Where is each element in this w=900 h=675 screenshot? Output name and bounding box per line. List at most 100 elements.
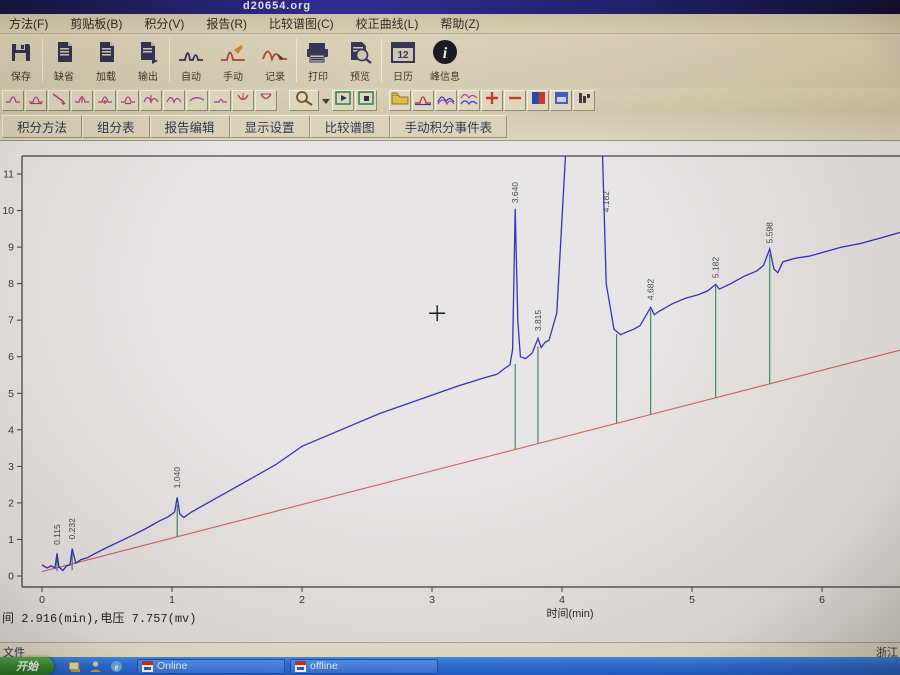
start-button[interactable]: 开始 [0, 657, 54, 675]
dropdown-arrow-icon [321, 92, 330, 110]
status-file-label: 文件 [3, 647, 25, 659]
app-window-icon [142, 660, 153, 672]
peak-minus-icon [120, 91, 136, 110]
record-peak-icon [262, 39, 288, 65]
toolbar-separator [42, 38, 43, 82]
x-axis-title: 时间(min) [546, 607, 593, 620]
task-offline-button[interactable]: offline [290, 658, 438, 674]
zoom-out-button[interactable] [504, 90, 526, 111]
y-tick-label: 8 [8, 278, 14, 290]
record-icon [358, 91, 374, 110]
zoom-dropdown-button[interactable] [320, 90, 331, 111]
menu-compare-chromatogram[interactable]: 比较谱图(C) [269, 17, 334, 31]
zoom-in-button[interactable] [481, 90, 503, 111]
print-label: 打印 [308, 72, 328, 83]
chromatogram-panel: 0 1 2 3 4 5 6 7 8 9 10 11 0 1 2 3 4 5 6 时间(min) 0.115 0.232 1.… [0, 140, 900, 642]
color-map-button[interactable] [527, 90, 549, 111]
peak-tool-1-button[interactable] [2, 90, 24, 111]
menu-integration[interactable]: 积分(V) [144, 17, 185, 31]
default-label: 缺省 [54, 72, 74, 83]
peak-tool-10-button[interactable] [209, 90, 231, 111]
play-icon [335, 91, 351, 110]
stacked-peaks-icon [460, 90, 478, 111]
user-app-icon[interactable] [89, 660, 102, 673]
peak-tool-2-button[interactable] [25, 90, 47, 111]
overlay-peaks-button[interactable] [435, 90, 457, 111]
peak-info-button[interactable]: i 峰信息 [424, 36, 466, 86]
menu-report[interactable]: 报告(R) [206, 17, 247, 31]
y-tick-label: 7 [8, 315, 14, 327]
manual-integrate-label: 手动 [223, 72, 243, 83]
manual-integrate-button[interactable]: 手动 [212, 36, 254, 86]
menu-method[interactable]: 方法(F) [9, 17, 49, 31]
status-region-label: 浙江 [876, 647, 898, 659]
tab-compare-chromatogram[interactable]: 比较谱图 [309, 115, 390, 138]
x-tick-label: 4 [559, 594, 565, 606]
menu-bar: 方法(F) 剪贴板(B) 积分(V) 报告(R) 比较谱图(C) 校正曲线(L) 帮助(Z) [0, 14, 900, 34]
record-label: 记录 [265, 72, 285, 83]
export-button[interactable]: 输出 [127, 36, 169, 86]
peak-tool-3-button[interactable] [48, 90, 70, 111]
print-button[interactable]: 打印 [297, 36, 339, 86]
y-tick-label: 9 [8, 242, 14, 254]
bar-columns-button[interactable] [573, 90, 595, 111]
default-button[interactable]: 缺省 [43, 36, 85, 86]
tab-manual-integration-events[interactable]: 手动积分事件表 [389, 115, 508, 138]
printer-icon [305, 39, 331, 65]
auto-integrate-label: 自动 [181, 72, 201, 83]
peak-tool-9-button[interactable] [186, 90, 208, 111]
y-tick-label: 10 [2, 205, 14, 217]
tab-integration-method[interactable]: 积分方法 [2, 115, 83, 138]
play-view-button[interactable] [332, 90, 354, 111]
open-file-button[interactable] [389, 90, 411, 111]
load-button[interactable]: 加载 [85, 36, 127, 86]
preview-button[interactable]: 预览 [339, 36, 381, 86]
menu-help[interactable]: 帮助(Z) [440, 17, 480, 31]
quick-launch: e [68, 660, 123, 673]
peak-tool-11-button[interactable] [232, 90, 254, 111]
auto-integrate-button[interactable]: 自动 [170, 36, 212, 86]
stack-peaks-button[interactable] [458, 90, 480, 111]
window-titlebar: d20654.org [0, 0, 900, 14]
preview-icon [347, 39, 373, 65]
y-tick-label: 2 [8, 497, 14, 509]
y-tick-label: 6 [8, 351, 14, 363]
document-icon [93, 39, 119, 65]
color-chart-button[interactable] [550, 90, 572, 111]
task-online-button[interactable]: Online [137, 658, 285, 674]
info-icon: i [432, 39, 458, 65]
tab-report-edit[interactable]: 报告编辑 [149, 115, 230, 138]
cursor-readout: 间 2.916(min),电压 7.757(mv) [2, 612, 197, 626]
show-desktop-icon[interactable] [68, 660, 81, 673]
record-view-button[interactable] [355, 90, 377, 111]
toolbar-separator [296, 38, 297, 82]
valley-icon [235, 91, 251, 110]
peak-tool-5-button[interactable] [94, 90, 116, 111]
y-tick-label: 0 [8, 571, 14, 583]
chromatogram-svg[interactable]: 0 1 2 3 4 5 6 7 8 9 10 11 0 1 2 3 4 5 6 时间(min) 0.115 0.232 1.… [0, 141, 900, 643]
show-peak-button[interactable] [412, 90, 434, 111]
save-button[interactable]: 保存 [0, 36, 42, 86]
tab-display-settings[interactable]: 显示设置 [229, 115, 310, 138]
peak-tool-6-button[interactable] [117, 90, 139, 111]
peak-retention-label: 1.040 [172, 467, 182, 489]
tab-component-table[interactable]: 组分表 [82, 115, 150, 138]
task-buttons: Online offline [137, 658, 438, 674]
peak-tool-4-button[interactable] [71, 90, 93, 111]
calendar-button[interactable]: 12 日历 [382, 36, 424, 86]
x-tick-label: 3 [429, 594, 435, 606]
taskbar: 开始 e Online offline [0, 657, 900, 675]
peak-retention-label: 4.182 [601, 191, 611, 213]
save-label: 保存 [11, 72, 31, 83]
browser-icon[interactable]: e [110, 660, 123, 673]
document-out-icon [135, 39, 161, 65]
record-button[interactable]: 记录 [254, 36, 296, 86]
zoom-tool-button[interactable] [289, 90, 319, 111]
peak-tool-8-button[interactable] [163, 90, 185, 111]
peak-retention-label: 5.182 [711, 257, 721, 279]
peak-tool-7-button[interactable] [140, 90, 162, 111]
peak-tool-12-button[interactable] [255, 90, 277, 111]
menu-clipboard[interactable]: 剪贴板(B) [70, 17, 123, 31]
menu-calibration-curve[interactable]: 校正曲线(L) [355, 17, 419, 31]
